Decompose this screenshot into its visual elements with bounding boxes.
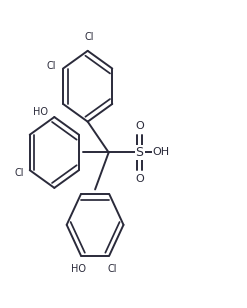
Text: S: S: [136, 146, 144, 159]
Text: HO: HO: [71, 264, 86, 274]
Text: Cl: Cl: [14, 168, 23, 178]
Text: OH: OH: [152, 148, 169, 157]
Text: HO: HO: [33, 107, 48, 117]
Text: Cl: Cl: [84, 32, 94, 42]
Text: O: O: [135, 121, 144, 131]
Text: Cl: Cl: [46, 61, 56, 71]
Text: O: O: [135, 174, 144, 184]
Text: Cl: Cl: [107, 264, 117, 274]
